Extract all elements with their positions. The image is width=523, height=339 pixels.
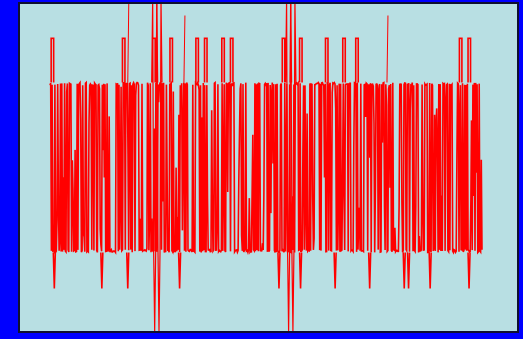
signal-thin-spike-1 xyxy=(183,15,186,83)
signal-pulse-13 xyxy=(458,37,463,83)
signal-dip-3 xyxy=(177,252,182,289)
signal-dip-6 xyxy=(333,252,337,289)
signal-dip-9 xyxy=(406,252,411,289)
signal-dip-4 xyxy=(277,252,281,289)
signal-dip-10 xyxy=(428,252,432,289)
signal-pulse-1 xyxy=(121,37,126,83)
signal-pulse-11 xyxy=(341,37,347,83)
signal-pulse-4 xyxy=(195,37,200,83)
signal-thin-spike-2 xyxy=(386,15,389,83)
signal-pulse-12 xyxy=(354,37,360,83)
signal-pulse-10 xyxy=(324,37,329,83)
signal-pulse-5 xyxy=(203,37,208,83)
signal-dip-2 xyxy=(125,252,130,289)
signal-pulse-14 xyxy=(467,37,472,83)
signal-pulse-0 xyxy=(50,37,55,83)
signal-pulse-6 xyxy=(221,37,226,83)
signal-pulse-9 xyxy=(298,37,303,83)
signal-layer xyxy=(49,4,483,331)
signal-thin-spike-0 xyxy=(127,4,130,83)
plot-area xyxy=(18,2,519,333)
signal-dip-7 xyxy=(367,252,372,289)
signal-pulse-8 xyxy=(281,37,286,83)
signal-band xyxy=(49,80,483,256)
signal-dip-0 xyxy=(52,252,57,289)
signal-pulse-3 xyxy=(169,37,174,83)
signal-dip-1 xyxy=(100,252,104,289)
signal-chart xyxy=(49,4,483,331)
signal-dip-5 xyxy=(298,252,303,289)
signal-pulse-7 xyxy=(229,37,234,83)
signal-dip-8 xyxy=(402,252,407,289)
signal-dip-11 xyxy=(467,252,471,289)
